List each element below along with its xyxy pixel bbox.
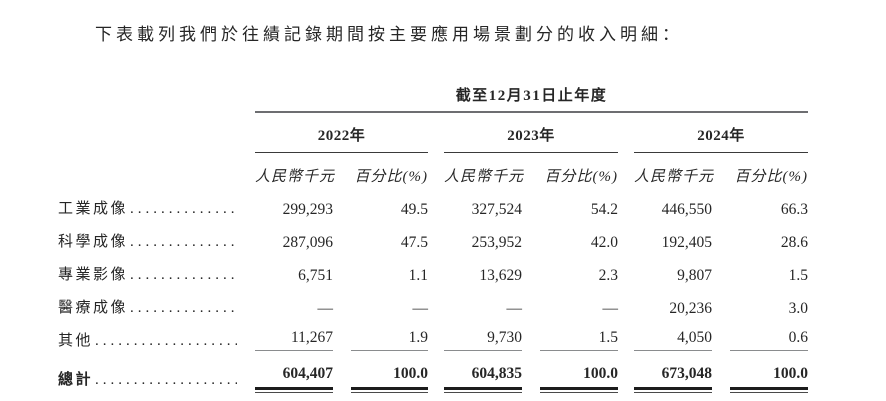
cell-value: 42.0 xyxy=(590,234,618,251)
cell-value: 9,730 xyxy=(444,328,522,351)
row-label-text: 科學成像 xyxy=(58,234,129,250)
cell-value: 54.2 xyxy=(590,201,618,218)
row-label: 其他 .....................................… xyxy=(58,332,255,351)
cell-value: 2.3 xyxy=(598,267,618,284)
col-header-amount-2022: 人民幣千元 xyxy=(255,169,336,185)
table-row-total: 總計 .....................................… xyxy=(58,351,808,393)
year-header-2024: 2024年 xyxy=(634,113,808,153)
period-header: 截至12月31日止年度 xyxy=(255,84,808,113)
total-label-text: 總計 xyxy=(58,372,94,388)
cell-value: 13,629 xyxy=(479,267,522,284)
cell-value: 11,267 xyxy=(255,328,333,351)
cell-value: 253,952 xyxy=(471,234,522,251)
col-header-amount-2024: 人民幣千元 xyxy=(634,169,715,185)
cell-value: 1.1 xyxy=(408,267,428,284)
cell-value: 446,550 xyxy=(661,201,712,218)
cell-value: 3.0 xyxy=(788,300,808,317)
col-header-percent-2023: 百分比(%) xyxy=(544,169,618,185)
row-label: 醫療成像 ...................................… xyxy=(58,299,255,318)
cell-value: — xyxy=(317,300,334,317)
row-label: 工業成像 ...................................… xyxy=(58,200,255,219)
cell-value: 1.9 xyxy=(351,328,428,351)
cell-value: 327,524 xyxy=(471,201,522,218)
col-header-percent-2024: 百分比(%) xyxy=(734,169,808,185)
dot-leader: ........................................… xyxy=(95,372,237,388)
row-label-text: 工業成像 xyxy=(58,201,129,217)
total-value: 673,048 xyxy=(634,351,712,393)
table-row-industrial-imaging: 工業成像 ...................................… xyxy=(58,186,808,219)
year-header-2023: 2023年 xyxy=(444,113,618,153)
dot-leader: ........................................… xyxy=(130,267,237,283)
table-row-professional-imaging: 專業影像 ...................................… xyxy=(58,252,808,285)
dot-leader: ........................................… xyxy=(130,300,237,316)
cell-value: 299,293 xyxy=(282,201,333,218)
dot-leader: ........................................… xyxy=(95,333,237,349)
cell-value: — xyxy=(506,300,523,317)
cell-value: — xyxy=(412,300,429,317)
row-label: 科學成像 ...................................… xyxy=(58,233,255,252)
cell-value: 49.5 xyxy=(400,201,428,218)
table-row-scientific-imaging: 科學成像 ...................................… xyxy=(58,219,808,252)
year-header-2022: 2022年 xyxy=(255,113,428,153)
table-row-medical-imaging: 醫療成像 ...................................… xyxy=(58,285,808,318)
cell-value: 6,751 xyxy=(298,267,333,284)
cell-value: 4,050 xyxy=(634,328,712,351)
cell-value: 192,405 xyxy=(661,234,712,251)
total-value: 100.0 xyxy=(730,351,808,393)
year-header-row: 2022年 2023年 2024年 xyxy=(58,113,808,153)
total-value: 100.0 xyxy=(540,351,618,393)
cell-value: 287,096 xyxy=(282,234,333,251)
cell-value: 47.5 xyxy=(400,234,428,251)
total-value: 604,407 xyxy=(255,351,333,393)
cell-value: 1.5 xyxy=(788,267,808,284)
cell-value: 20,236 xyxy=(669,300,712,317)
intro-paragraph: 下表載列我們於往績記錄期間按主要應用場景劃分的收入明細： xyxy=(95,25,683,44)
col-header-percent-2022: 百分比(%) xyxy=(354,169,428,185)
total-label: 總計 .....................................… xyxy=(58,358,255,390)
cell-value: 1.5 xyxy=(540,328,618,351)
period-header-row: 截至12月31日止年度 xyxy=(58,84,808,113)
row-label: 專業影像 ...................................… xyxy=(58,266,255,285)
cell-value: 66.3 xyxy=(780,201,808,218)
cell-value: — xyxy=(602,300,619,317)
col-header-amount-2023: 人民幣千元 xyxy=(444,169,525,185)
revenue-by-scenario-table: 截至12月31日止年度 2022年 2023年 2024年 人民幣千元 百分比(… xyxy=(58,84,808,393)
column-header-row: 人民幣千元 百分比(%) 人民幣千元 百分比(%) 人民幣千元 百分比(%) xyxy=(58,153,808,186)
cell-value: 9,807 xyxy=(677,267,712,284)
row-label-text: 其他 xyxy=(58,333,94,349)
cell-value: 0.6 xyxy=(730,328,808,351)
total-value: 604,835 xyxy=(444,351,522,393)
dot-leader: ........................................… xyxy=(130,234,237,250)
cell-value: 28.6 xyxy=(780,234,808,251)
table-row-others: 其他 .....................................… xyxy=(58,318,808,351)
row-label-text: 醫療成像 xyxy=(58,300,129,316)
total-value: 100.0 xyxy=(351,351,428,393)
dot-leader: ........................................… xyxy=(130,201,237,217)
row-label-text: 專業影像 xyxy=(58,267,129,283)
